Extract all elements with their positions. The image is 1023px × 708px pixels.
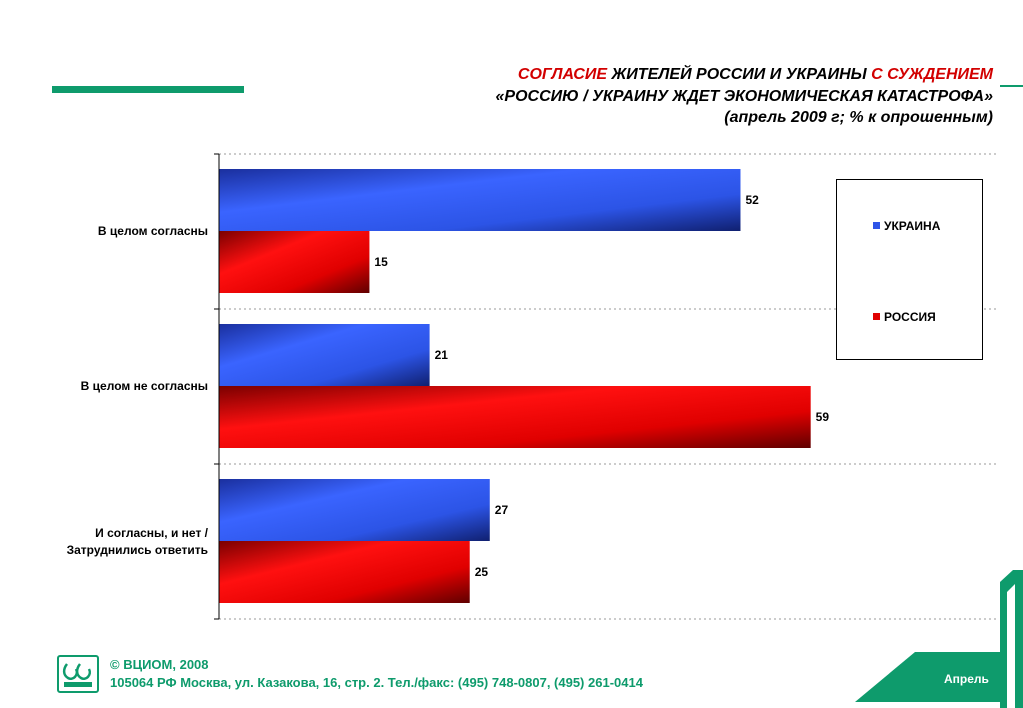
title-red-2: С СУЖДЕНИЕМ: [871, 66, 993, 83]
category-label-2-0: И согласны, и нет /: [95, 526, 208, 540]
category-label-1-0: В целом не согласны: [81, 379, 208, 393]
legend-item-russia: РОССИЯ: [873, 310, 936, 324]
legend-item-ukraine: УКРАИНА: [873, 219, 940, 233]
title-line-2: «РОССИЮ / УКРАИНУ ЖДЕТ ЭКОНОМИЧЕСКАЯ КАТ…: [495, 87, 993, 105]
footer-text: © ВЦИОМ, 2008 105064 РФ Москва, ул. Каза…: [110, 656, 643, 692]
bar-ukraine-1: [219, 324, 430, 386]
bar-ukraine-2: [219, 479, 490, 541]
title-mid: ЖИТЕЛЕЙ РОССИИ И УКРАИНЫ: [607, 66, 872, 83]
bar-russia-1: [219, 386, 811, 448]
chart-legend: УКРАИНА РОССИЯ: [836, 179, 983, 360]
footer-copyright: © ВЦИОМ, 2008: [110, 657, 209, 672]
right-accent-rule: [1000, 85, 1023, 87]
vciom-logo-icon: [62, 663, 92, 687]
bar-russia-2: [219, 541, 470, 603]
chart-title: СОГЛАСИЕ ЖИТЕЛЕЙ РОССИИ И УКРАИНЫ С СУЖД…: [293, 64, 993, 129]
title-line-1: СОГЛАСИЕ ЖИТЕЛЕЙ РОССИИ И УКРАИНЫ С СУЖД…: [293, 64, 993, 86]
bar-russia-0: [219, 231, 370, 293]
corner-label: Апрель: [944, 672, 989, 686]
legend-label-ukraine: УКРАИНА: [884, 219, 941, 233]
category-label-0-0: В целом согласны: [98, 224, 208, 238]
top-accent-rule: [52, 86, 244, 93]
legend-label-russia: РОССИЯ: [884, 310, 936, 324]
data-label-ukraine-0: 52: [745, 193, 759, 207]
data-label-russia-1: 59: [816, 410, 830, 424]
footer-address: 105064 РФ Москва, ул. Казакова, 16, стр.…: [110, 675, 643, 690]
data-label-ukraine-1: 21: [435, 348, 449, 362]
legend-swatch-russia: [873, 313, 880, 320]
corner-decoration: [855, 570, 1023, 708]
data-label-russia-2: 25: [475, 565, 489, 579]
data-label-russia-0: 15: [374, 255, 388, 269]
vciom-logo: [57, 655, 99, 693]
title-red-1: СОГЛАСИЕ: [517, 66, 607, 83]
data-label-ukraine-2: 27: [495, 503, 509, 517]
category-label-2-1: Затруднились ответить: [67, 543, 208, 557]
title-line-3: (апрель 2009 г; % к опрошенным): [724, 109, 993, 126]
bar-ukraine-0: [219, 169, 741, 231]
legend-swatch-ukraine: [873, 222, 880, 229]
